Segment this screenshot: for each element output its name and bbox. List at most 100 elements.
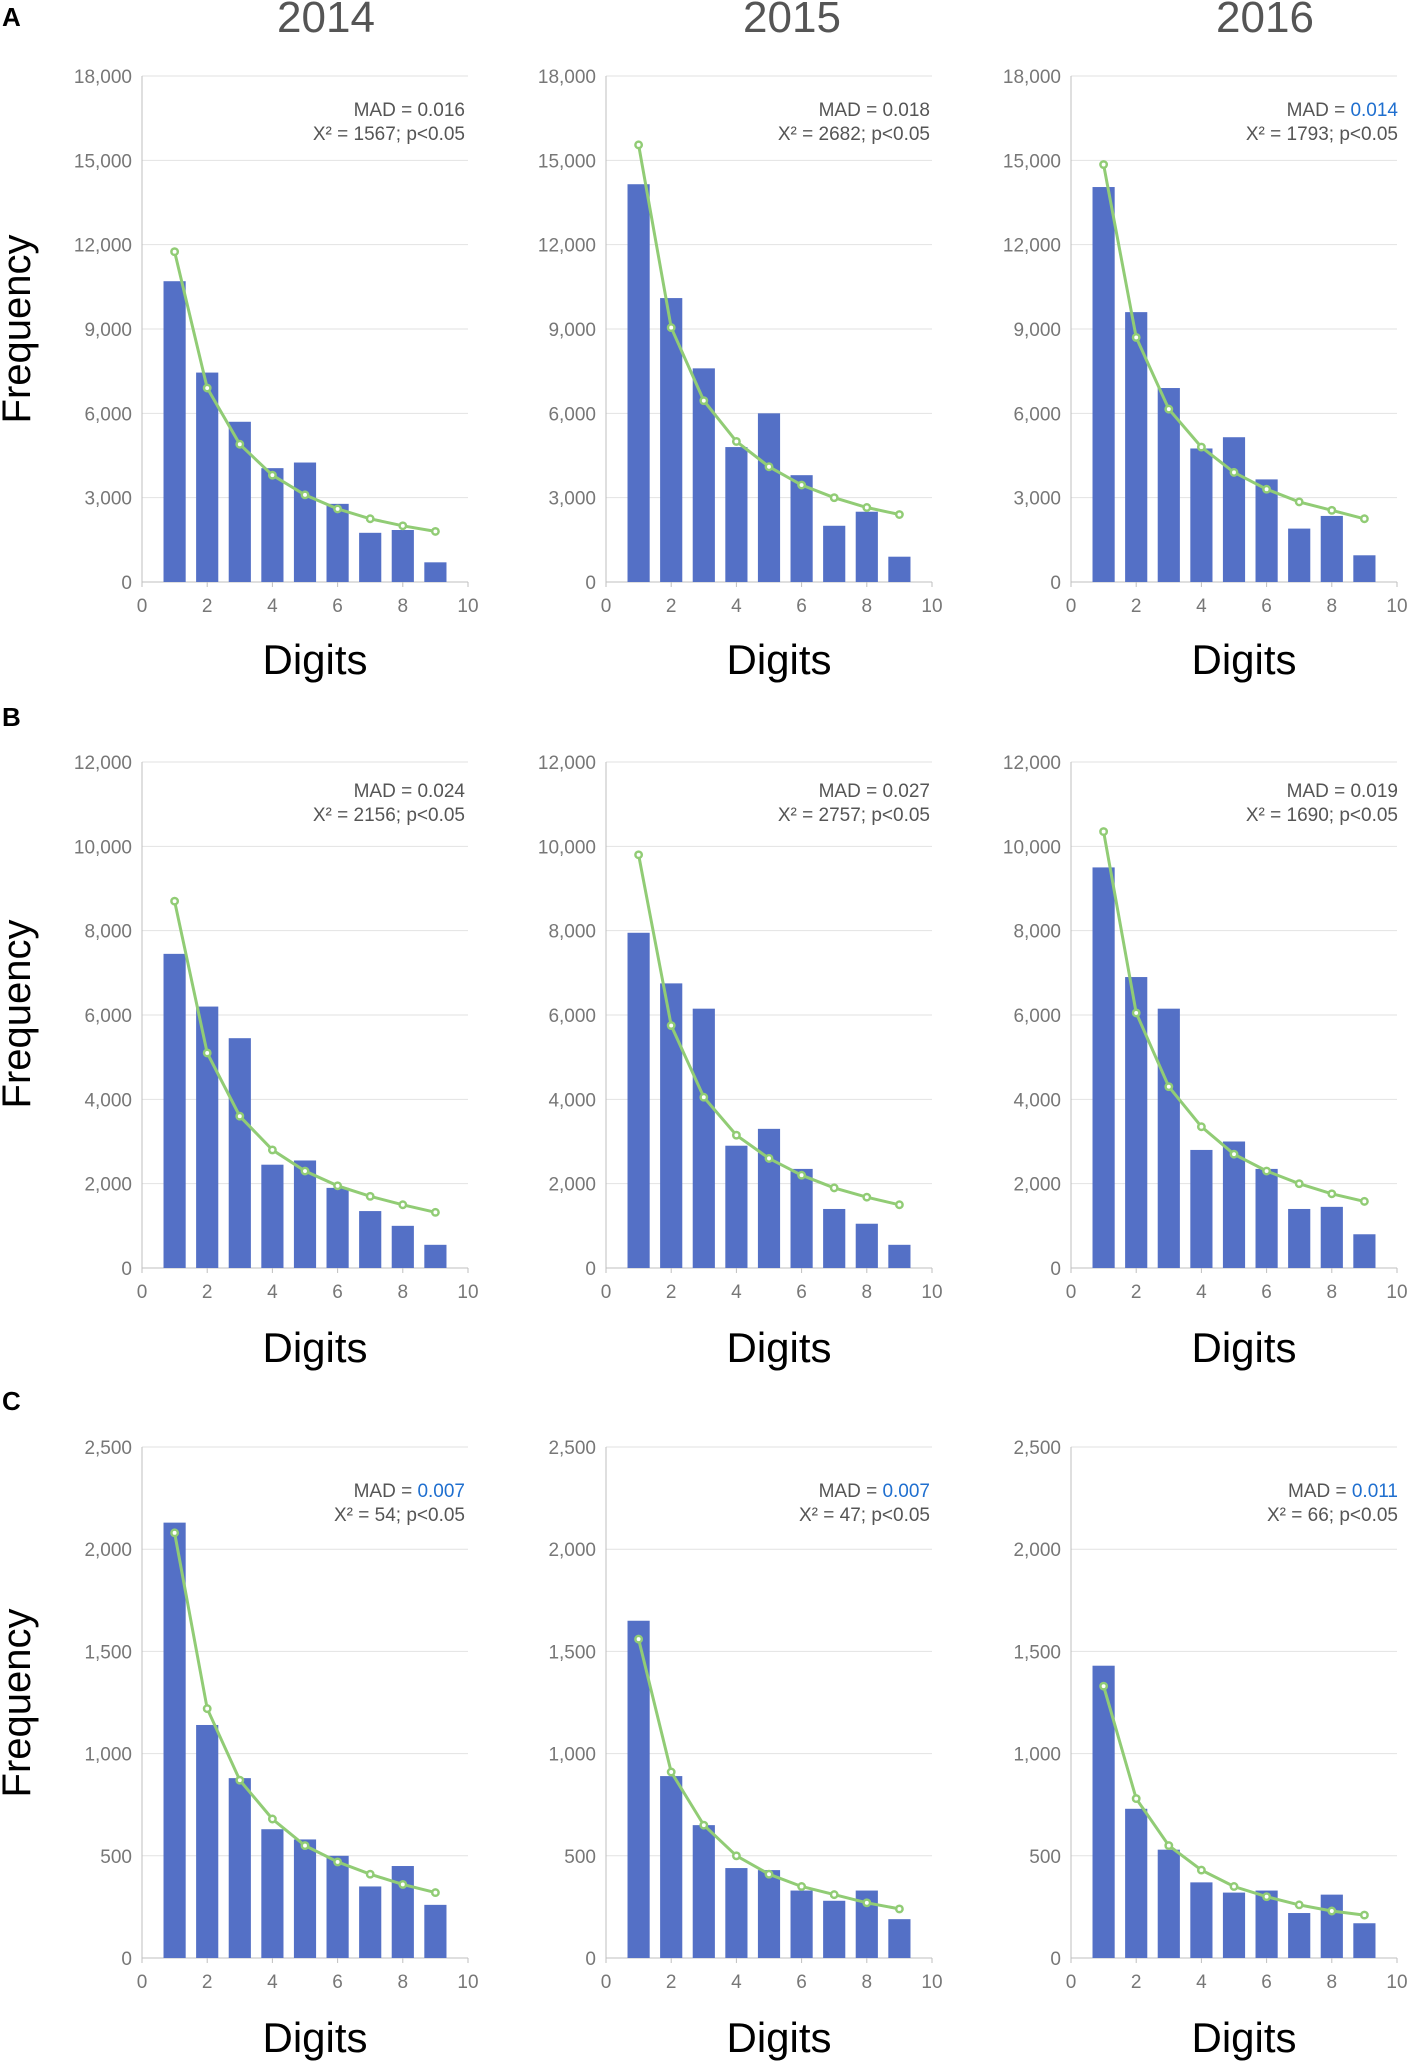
y-tick-label: 15,000 bbox=[1003, 151, 1061, 172]
y-tick-label: 0 bbox=[585, 1949, 596, 1970]
bar-digit-9 bbox=[1353, 1234, 1376, 1268]
bar-digit-5 bbox=[293, 1160, 317, 1268]
expected-point-digit-5 bbox=[1229, 1149, 1239, 1159]
bar-digit-4 bbox=[261, 1829, 284, 1958]
x-tick-label: 4 bbox=[267, 1972, 278, 1993]
mad-label: MAD = bbox=[1287, 781, 1351, 802]
column-title-2016: 2016 bbox=[1216, 0, 1314, 42]
x-tick-label: 10 bbox=[921, 1972, 942, 1993]
expected-point-digit-8 bbox=[1327, 1189, 1337, 1199]
bar-digit-9 bbox=[424, 562, 447, 582]
x-tick-label: 2 bbox=[202, 596, 213, 617]
x-tick-label: 2 bbox=[1131, 1282, 1142, 1303]
bar-digit-4 bbox=[261, 1164, 284, 1268]
x-tick-label: 4 bbox=[1196, 1282, 1207, 1303]
y-tick-label: 0 bbox=[1050, 573, 1061, 594]
chart-b-2014: 0 2,000 4,000 6,000 8,000 10,000 12,000 0 2 4 6 8 10… bbox=[0, 753, 479, 1371]
mad-annotation: MAD = 0.018 bbox=[819, 100, 930, 121]
y-tick-label: 9,000 bbox=[1013, 320, 1061, 341]
expected-point-digit-7 bbox=[829, 1890, 839, 1900]
y-tick-label: 12,000 bbox=[74, 236, 132, 257]
bar-digit-8 bbox=[1320, 515, 1343, 582]
chart-c-2016: 0 500 1,000 1,500 2,000 2,500 0 2 4 6 8 10 MAD = 0.0… bbox=[1013, 1438, 1407, 2061]
y-tick-label: 2,500 bbox=[84, 1438, 132, 1459]
chi-square-annotation: X² = 2156; p<0.05 bbox=[313, 805, 465, 826]
bar-digit-7 bbox=[823, 1900, 846, 1958]
expected-point-digit-9 bbox=[894, 1904, 904, 1914]
mad-annotation: MAD = 0.014 bbox=[1287, 100, 1399, 121]
expected-point-digit-1 bbox=[170, 896, 180, 906]
expected-point-digit-3 bbox=[1164, 1841, 1174, 1851]
y-tick-label: 9,000 bbox=[84, 320, 132, 341]
bar-digit-9 bbox=[424, 1244, 447, 1268]
y-tick-label: 2,000 bbox=[1013, 1540, 1061, 1561]
bar-digit-1 bbox=[627, 184, 650, 582]
expected-point-digit-9 bbox=[430, 1888, 440, 1898]
bar-digit-8 bbox=[855, 511, 878, 582]
expected-point-digit-5 bbox=[764, 1153, 774, 1163]
y-tick-label: 6,000 bbox=[548, 404, 596, 425]
bar-digit-1 bbox=[1092, 867, 1115, 1268]
y-tick-label: 6,000 bbox=[84, 404, 132, 425]
x-axis-label: Digits bbox=[262, 2014, 367, 2061]
chi-square-annotation: X² = 54; p<0.05 bbox=[334, 1505, 465, 1526]
x-tick-label: 4 bbox=[731, 1972, 742, 1993]
x-tick-label: 0 bbox=[137, 596, 148, 617]
expected-point-digit-2 bbox=[666, 1767, 676, 1777]
expected-point-digit-8 bbox=[398, 521, 408, 531]
x-tick-label: 10 bbox=[1386, 1972, 1407, 1993]
x-tick-label: 6 bbox=[1261, 1282, 1272, 1303]
x-tick-label: 0 bbox=[1066, 1282, 1077, 1303]
x-tick-label: 4 bbox=[267, 1282, 278, 1303]
x-axis-label: Digits bbox=[1191, 2014, 1296, 2061]
expected-point-digit-4 bbox=[731, 1851, 741, 1861]
y-tick-label: 0 bbox=[585, 1259, 596, 1280]
chart-b-2016: 0 2,000 4,000 6,000 8,000 10,000 12,000 0 2 4 6 8 10… bbox=[1003, 753, 1408, 1371]
y-tick-label: 4,000 bbox=[548, 1090, 596, 1111]
x-tick-label: 10 bbox=[457, 1972, 478, 1993]
expected-point-digit-1 bbox=[1099, 827, 1109, 837]
y-tick-label: 10,000 bbox=[74, 837, 132, 858]
y-tick-label: 0 bbox=[585, 573, 596, 594]
expected-point-digit-6 bbox=[1262, 1166, 1272, 1176]
bar-digit-1 bbox=[1092, 1665, 1115, 1958]
expected-point-digit-8 bbox=[862, 1898, 872, 1908]
y-tick-label: 10,000 bbox=[538, 837, 596, 858]
mad-annotation: MAD = 0.019 bbox=[1287, 781, 1398, 802]
bar-digit-4 bbox=[1190, 1149, 1213, 1268]
y-tick-label: 12,000 bbox=[538, 753, 596, 774]
expected-point-digit-7 bbox=[365, 514, 375, 524]
expected-point-digit-1 bbox=[634, 1634, 644, 1644]
y-tick-label: 3,000 bbox=[1013, 489, 1061, 510]
x-tick-label: 10 bbox=[921, 596, 942, 617]
x-tick-label: 6 bbox=[332, 1972, 343, 1993]
y-tick-label: 1,000 bbox=[1013, 1745, 1061, 1766]
y-tick-label: 12,000 bbox=[1003, 753, 1061, 774]
bar-digit-8 bbox=[391, 1225, 414, 1268]
bar-digit-7 bbox=[359, 1886, 382, 1958]
expected-point-digit-4 bbox=[731, 1130, 741, 1140]
x-tick-label: 10 bbox=[1386, 1282, 1407, 1303]
x-tick-label: 0 bbox=[1066, 1972, 1077, 1993]
mad-label: MAD = bbox=[1288, 1481, 1352, 1502]
bar-digit-1 bbox=[163, 281, 186, 582]
bar-digit-2 bbox=[1125, 1808, 1148, 1958]
expected-point-digit-6 bbox=[333, 1857, 343, 1867]
x-axis-label: Digits bbox=[262, 1324, 367, 1371]
bar-digit-5 bbox=[1222, 1892, 1246, 1958]
y-tick-label: 2,500 bbox=[1013, 1438, 1061, 1459]
x-tick-label: 10 bbox=[457, 596, 478, 617]
y-tick-label: 2,000 bbox=[548, 1175, 596, 1196]
expected-point-digit-2 bbox=[202, 1704, 212, 1714]
chart-a-2015: 0 3,000 6,000 9,000 12,000 15,000 18,000 0 2 4 6 8 1… bbox=[538, 67, 943, 683]
x-tick-label: 4 bbox=[731, 1282, 742, 1303]
bar-digit-2 bbox=[196, 1724, 219, 1958]
bar-digit-8 bbox=[855, 1223, 878, 1268]
panel-label-c: C bbox=[2, 1386, 21, 1416]
mad-value: 0.007 bbox=[417, 1481, 465, 1502]
mad-annotation: MAD = 0.027 bbox=[819, 781, 930, 802]
chart-c-2015: 0 500 1,000 1,500 2,000 2,500 0 2 4 6 8 10 MAD = 0.0… bbox=[548, 1438, 942, 2061]
bar-digit-4 bbox=[725, 447, 748, 582]
expected-point-digit-2 bbox=[666, 323, 676, 333]
mad-value: 0.016 bbox=[417, 100, 465, 121]
